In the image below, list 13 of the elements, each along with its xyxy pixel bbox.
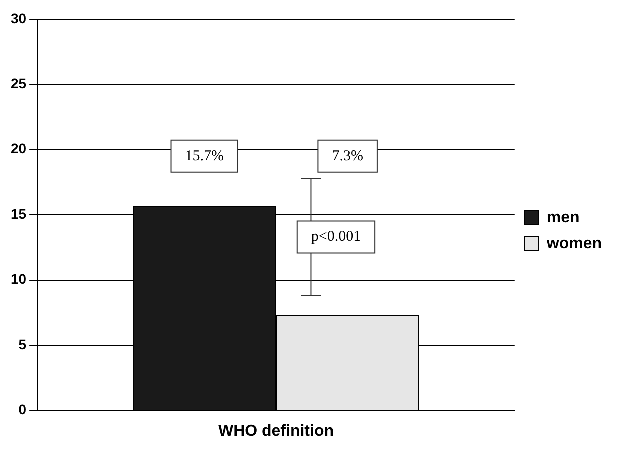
- y-tick-label: 15: [10, 206, 27, 222]
- y-tick-label: 0: [18, 402, 27, 418]
- y-tick-label: 25: [10, 75, 27, 92]
- legend-label: men: [546, 209, 580, 226]
- text: 7.3%: [332, 148, 364, 164]
- y-tick-label: 30: [10, 10, 27, 26]
- text: 15.7%: [185, 148, 224, 164]
- annotation: p<0.001: [311, 229, 362, 246]
- y-tick-label: 20: [10, 140, 27, 157]
- y-tick-label: 5: [18, 336, 27, 352]
- legend-label: women: [546, 235, 602, 252]
- x-tick-label: WHO definition: [218, 422, 334, 440]
- y-tick-label: 10: [10, 271, 27, 288]
